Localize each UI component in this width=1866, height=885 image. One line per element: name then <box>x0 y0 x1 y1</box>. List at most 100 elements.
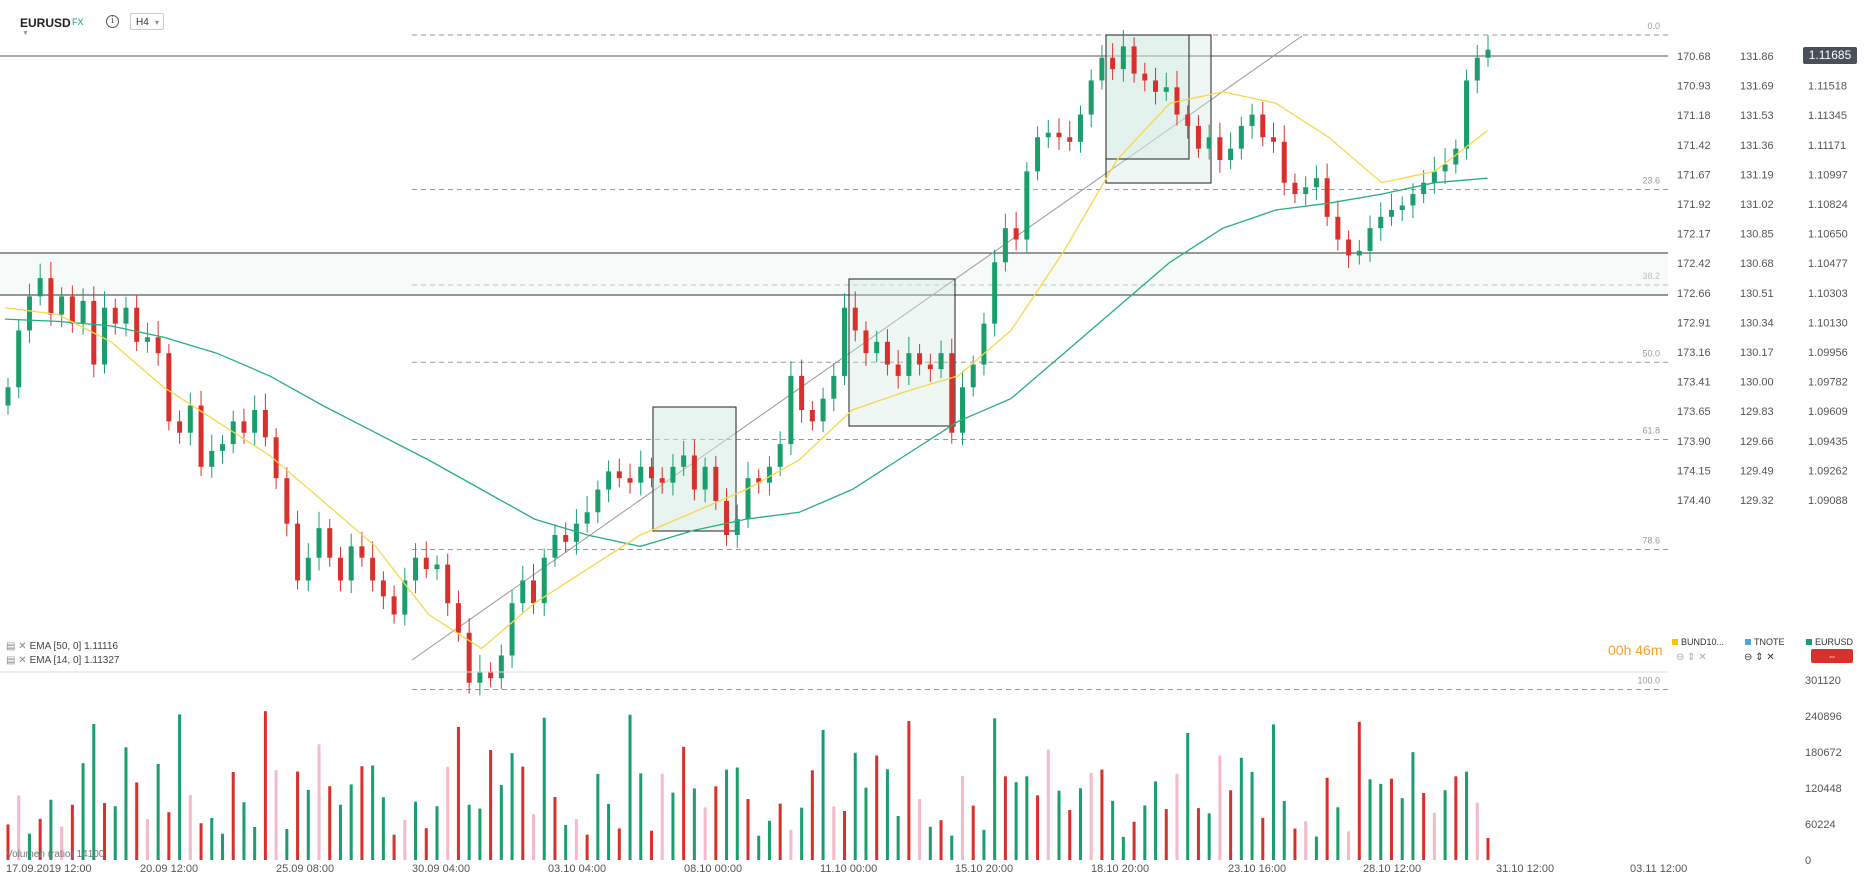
timeframe-select[interactable]: H4 ▾ <box>130 13 164 30</box>
volume-bar <box>746 799 750 860</box>
candle-body <box>895 364 901 376</box>
candle-body <box>198 405 204 467</box>
candle-body <box>5 387 11 406</box>
volume-bar <box>414 801 418 860</box>
time-axis-label: 28.10 12:00 <box>1363 863 1421 875</box>
fib-label: 50.0 <box>1642 348 1660 358</box>
axis-label: 130.68 <box>1740 258 1774 270</box>
volume-bar <box>60 826 64 860</box>
legend-eurusd-controls[interactable]: ⇔ <box>1811 649 1853 663</box>
candle-body <box>1067 137 1073 142</box>
price-axis: 170.68 131.86 170.93 131.69 1.11518 171.18 131… <box>1677 51 1848 507</box>
candle-body <box>262 410 268 438</box>
candle-body <box>144 337 150 342</box>
box-2[interactable] <box>848 278 956 427</box>
volume-bar <box>188 794 192 860</box>
candle-body <box>209 450 215 467</box>
volume-bar <box>242 802 246 860</box>
candle-body <box>445 564 451 604</box>
legend-tnote[interactable]: TNOTE <box>1745 637 1785 647</box>
candle-body <box>284 478 290 524</box>
volume-bar <box>671 792 675 860</box>
volume-bar <box>1132 821 1136 860</box>
ema-lines <box>4 91 1488 650</box>
volume-bar <box>896 816 900 860</box>
volume-bar <box>1068 810 1072 860</box>
axis-label: 172.91 <box>1677 317 1711 329</box>
volume-bar <box>1347 831 1351 860</box>
volume-bar <box>1475 802 1479 860</box>
indicator-ema14[interactable]: ▤ ✕ EMA [14, 0] 1.11327 <box>6 655 120 666</box>
volume-bar <box>1046 749 1050 860</box>
volume-axis-label: 240896 <box>1805 711 1842 723</box>
candle-body <box>1356 250 1362 256</box>
volume-bar <box>649 830 653 860</box>
fib-label: 0.0 <box>1647 21 1660 31</box>
candle-body <box>1378 216 1384 229</box>
axis-label: 1.10303 <box>1808 288 1848 300</box>
volume-bar <box>456 726 460 860</box>
axis-label: 1.09956 <box>1808 347 1848 359</box>
candle-body <box>745 478 751 520</box>
volume-bar <box>38 818 42 860</box>
indicator-menu-icon[interactable]: ▤ ✕ <box>6 655 27 666</box>
volume-bar <box>1025 776 1029 860</box>
candle-body <box>1185 114 1191 126</box>
candle-body <box>1281 141 1287 183</box>
fib-label: 100.0 <box>1637 676 1660 686</box>
candle-body <box>370 557 376 581</box>
legend-bund-controls[interactable]: ⊖ ⇕ ✕ <box>1676 652 1707 663</box>
volume-bar <box>1089 772 1093 860</box>
candle-body <box>1131 46 1137 74</box>
volume-bar <box>403 819 407 860</box>
volume-axis-label: 0 <box>1805 855 1811 867</box>
volume-bar <box>607 803 611 860</box>
axis-label: 130.34 <box>1740 317 1774 329</box>
volume-bar <box>564 825 568 860</box>
chevron-down-icon: ▾ <box>154 18 159 27</box>
symbol-label[interactable]: EURUSD <box>20 16 71 30</box>
indicator-ema50[interactable]: ▤ ✕ EMA [50, 0] 1.11116 <box>6 641 119 652</box>
fib-label: 38.2 <box>1642 271 1660 281</box>
time-axis-label: 03.10 04:00 <box>548 863 606 875</box>
volume-bar <box>800 807 804 860</box>
candle-countdown: 00h 46m <box>1608 642 1663 658</box>
legend-bund[interactable]: BUND10... <box>1672 637 1724 647</box>
candle-body <box>563 535 569 542</box>
chevron-down-icon[interactable]: ▼ <box>22 30 29 37</box>
candle-body <box>1206 137 1212 149</box>
volume-bar <box>1003 776 1007 860</box>
axis-label: 130.00 <box>1740 377 1774 389</box>
candle-body <box>1260 114 1266 138</box>
volume-bar <box>810 770 814 860</box>
info-icon[interactable]: i <box>106 15 119 28</box>
trend-line[interactable] <box>411 35 1303 661</box>
candle-body <box>981 323 987 365</box>
legend-tnote-controls[interactable]: ⊖ ⇕ ✕ <box>1744 652 1775 663</box>
candle-body <box>252 410 258 433</box>
candle-body <box>1195 125 1201 149</box>
volume-bar <box>574 819 578 860</box>
candle-body <box>777 444 783 467</box>
candle-body <box>884 341 890 365</box>
volume-bar <box>1325 777 1329 860</box>
candle-body <box>123 307 129 324</box>
fib-label: 61.8 <box>1642 426 1660 436</box>
candle-body <box>1088 80 1094 115</box>
candle-body <box>906 353 912 376</box>
volume-indicator-label[interactable]: Volumen (ratio) 14100 <box>6 849 105 860</box>
indicator-menu-icon[interactable]: ▤ ✕ <box>6 641 27 652</box>
legend-eurusd[interactable]: EURUSD <box>1806 637 1853 647</box>
time-axis-label: 20.09 12:00 <box>140 863 198 875</box>
volume-bar <box>1143 805 1147 860</box>
volume-axis-label: 180672 <box>1805 747 1842 759</box>
candle-body <box>831 375 837 399</box>
candle-body <box>691 455 697 490</box>
volume-bar <box>338 804 342 860</box>
fib-label: 78.6 <box>1642 535 1660 545</box>
volume-bar <box>789 829 793 860</box>
volume-bar <box>735 767 739 860</box>
candle-body <box>938 353 944 370</box>
candle-body <box>1367 228 1373 251</box>
